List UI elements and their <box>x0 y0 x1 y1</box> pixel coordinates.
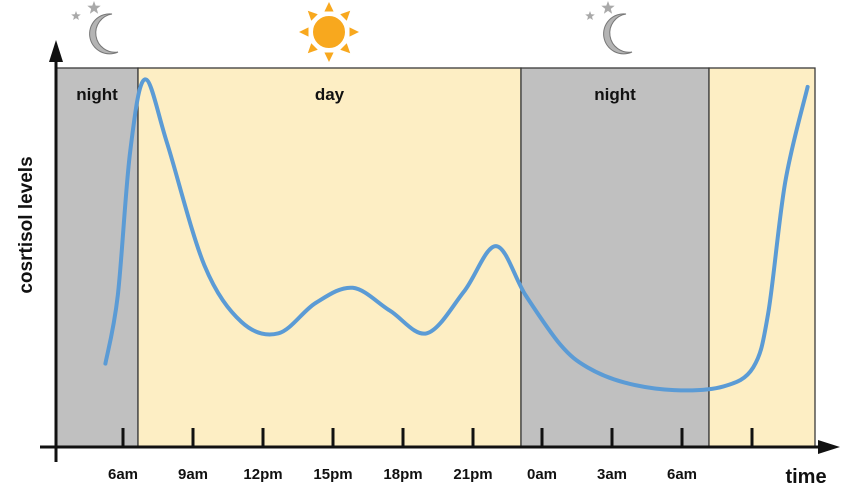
sun-icon <box>299 2 359 62</box>
star-icon <box>71 11 81 20</box>
x-tick-label: 6am <box>108 466 138 483</box>
x-tick-label: 18pm <box>383 466 422 483</box>
band-label-1: day <box>315 85 345 104</box>
cortisol-curve <box>103 77 810 393</box>
star-icon <box>585 11 595 20</box>
band-day-1 <box>137 67 522 448</box>
sun-ray <box>349 27 359 37</box>
sun-ray <box>340 10 351 21</box>
y-axis-arrow <box>49 40 63 62</box>
x-tick-label: 6am <box>667 466 697 483</box>
x-ticks <box>121 428 754 447</box>
band-night-2 <box>520 67 710 448</box>
band-night-0 <box>55 67 139 448</box>
x-tick-label: 9am <box>178 466 208 483</box>
sun-ray <box>299 27 309 37</box>
sun-ray <box>307 43 318 54</box>
labels: night day night 6am 9am 12pm 15pm 18pm 21pm 0am 3a… <box>16 85 827 488</box>
moon-icon <box>71 1 119 55</box>
x-tick-label: 3am <box>597 466 627 483</box>
sun-disc <box>311 14 347 50</box>
sun-ray <box>324 2 334 12</box>
x-axis-title: time <box>785 466 826 488</box>
sun-ray <box>307 10 318 21</box>
cortisol-line-0 <box>103 77 810 393</box>
moon-icon <box>585 1 633 55</box>
x-tick-label: 21pm <box>453 466 492 483</box>
star-icon <box>601 1 615 14</box>
x-axis-arrow <box>818 440 840 454</box>
axes <box>40 40 840 462</box>
y-axis-title: cosrtisol levels <box>16 156 37 293</box>
sun-ray <box>324 52 334 62</box>
sun-ray <box>340 43 351 54</box>
star-icon <box>87 1 101 14</box>
crescent-shape <box>603 13 633 55</box>
crescent-shape <box>89 13 119 55</box>
x-tick-label: 0am <box>527 466 557 483</box>
x-tick-label: 12pm <box>243 466 282 483</box>
x-tick-label: 15pm <box>313 466 352 483</box>
band-label-0: night <box>76 85 118 104</box>
celestial-icons <box>71 1 633 62</box>
band-label-2: night <box>594 85 636 104</box>
